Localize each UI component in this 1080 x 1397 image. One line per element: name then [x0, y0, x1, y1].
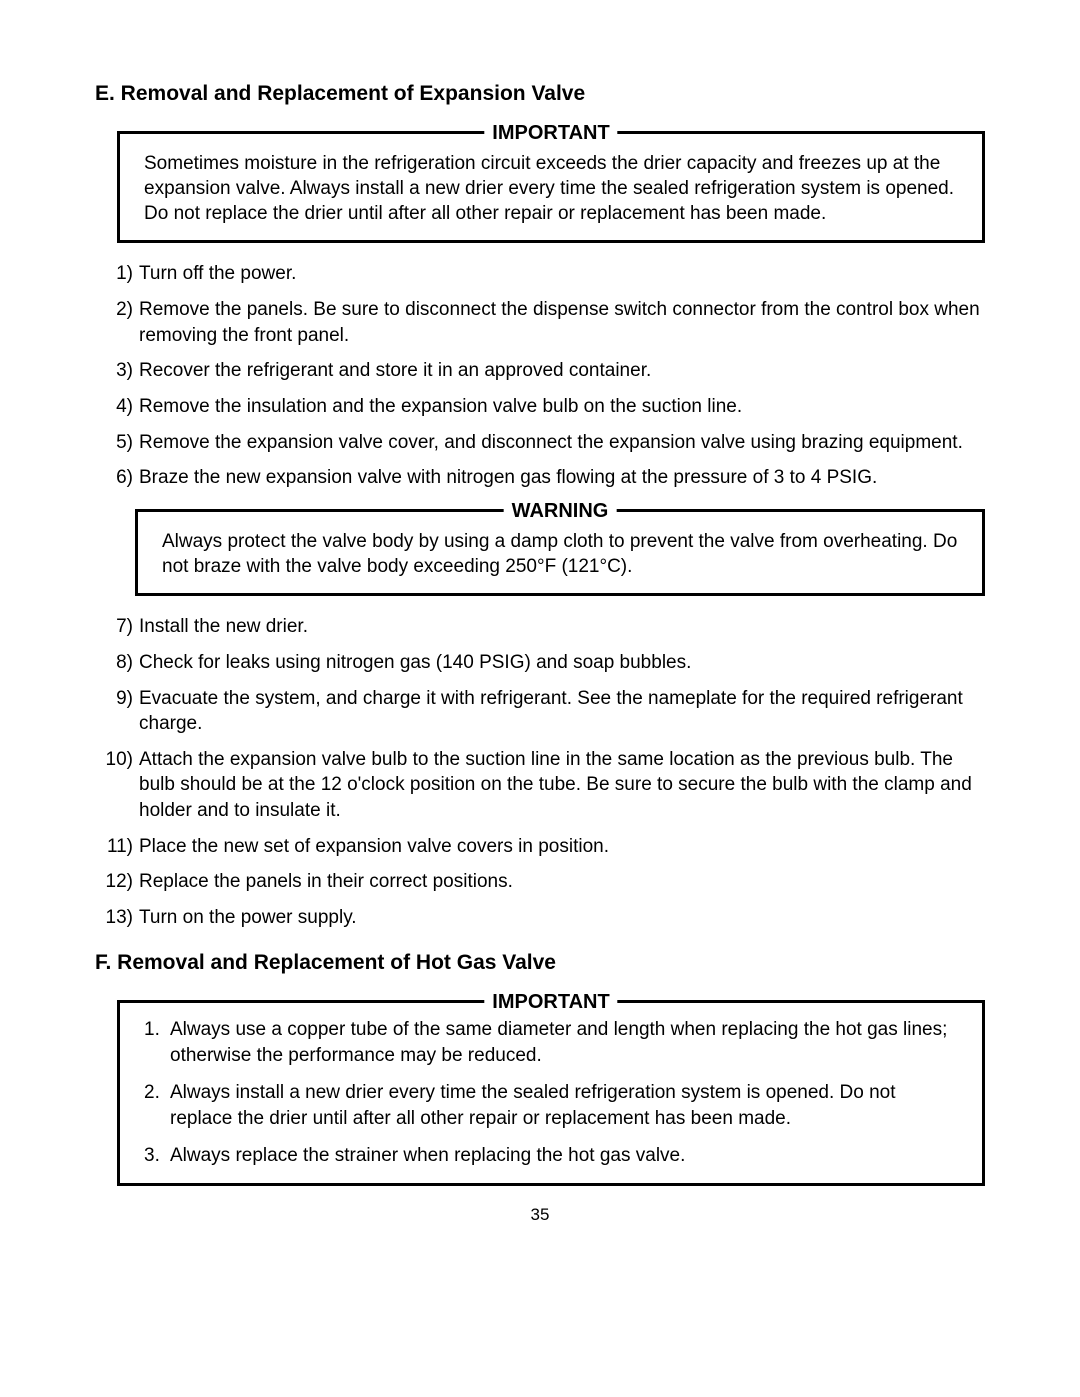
step-text: Check for leaks using nitrogen gas (140 …	[139, 650, 985, 676]
item-num: 2.	[144, 1080, 170, 1131]
step-num: 1)	[95, 261, 139, 287]
step-text: Remove the expansion valve cover, and di…	[139, 430, 985, 456]
step: 10)Attach the expansion valve bulb to th…	[95, 747, 985, 824]
step-num: 12)	[95, 869, 139, 895]
step-num: 13)	[95, 905, 139, 931]
step: 3)Recover the refrigerant and store it i…	[95, 358, 985, 384]
section-e-heading: E. Removal and Replacement of Expansion …	[95, 80, 985, 107]
important-box-e: IMPORTANT Sometimes moisture in the refr…	[117, 131, 985, 243]
step: 6)Braze the new expansion valve with nit…	[95, 465, 985, 491]
important-list: 1.Always use a copper tube of the same d…	[144, 1017, 958, 1169]
step-text: Place the new set of expansion valve cov…	[139, 834, 985, 860]
important-body: Sometimes moisture in the refrigeration …	[144, 152, 958, 226]
item-text: Always use a copper tube of the same dia…	[170, 1017, 958, 1068]
warning-body: Always protect the valve body by using a…	[162, 530, 958, 579]
step-text: Turn off the power.	[139, 261, 985, 287]
step-text: Install the new drier.	[139, 614, 985, 640]
warning-box: WARNING Always protect the valve body by…	[135, 509, 985, 596]
list-item: 3.Always replace the strainer when repla…	[144, 1143, 958, 1169]
item-num: 1.	[144, 1017, 170, 1068]
step-num: 4)	[95, 394, 139, 420]
step-text: Recover the refrigerant and store it in …	[139, 358, 985, 384]
step-text: Evacuate the system, and charge it with …	[139, 686, 985, 737]
step: 2)Remove the panels. Be sure to disconne…	[95, 297, 985, 348]
important-box-f: IMPORTANT 1.Always use a copper tube of …	[117, 1000, 985, 1186]
step-num: 7)	[95, 614, 139, 640]
step-text: Replace the panels in their correct posi…	[139, 869, 985, 895]
step-num: 2)	[95, 297, 139, 348]
warning-label: WARNING	[504, 498, 617, 524]
section-f-heading: F. Removal and Replacement of Hot Gas Va…	[95, 949, 985, 976]
step-text: Remove the insulation and the expansion …	[139, 394, 985, 420]
item-text: Always replace the strainer when replaci…	[170, 1143, 958, 1169]
step-text: Turn on the power supply.	[139, 905, 985, 931]
steps-group-1: 1)Turn off the power. 2)Remove the panel…	[95, 261, 985, 490]
step: 13)Turn on the power supply.	[95, 905, 985, 931]
item-num: 3.	[144, 1143, 170, 1169]
step: 4)Remove the insulation and the expansio…	[95, 394, 985, 420]
step-num: 5)	[95, 430, 139, 456]
step: 12)Replace the panels in their correct p…	[95, 869, 985, 895]
step: 11)Place the new set of expansion valve …	[95, 834, 985, 860]
step: 9)Evacuate the system, and charge it wit…	[95, 686, 985, 737]
list-item: 2.Always install a new drier every time …	[144, 1080, 958, 1131]
page-number: 35	[95, 1204, 985, 1226]
steps-group-2: 7)Install the new drier. 8)Check for lea…	[95, 614, 985, 930]
step: 5)Remove the expansion valve cover, and …	[95, 430, 985, 456]
step-num: 10)	[95, 747, 139, 824]
list-item: 1.Always use a copper tube of the same d…	[144, 1017, 958, 1068]
important-label: IMPORTANT	[484, 120, 617, 146]
step: 8)Check for leaks using nitrogen gas (14…	[95, 650, 985, 676]
important-label: IMPORTANT	[484, 989, 617, 1015]
step-num: 3)	[95, 358, 139, 384]
step-num: 11)	[95, 834, 139, 860]
step: 7)Install the new drier.	[95, 614, 985, 640]
step-num: 8)	[95, 650, 139, 676]
item-text: Always install a new drier every time th…	[170, 1080, 958, 1131]
step-num: 6)	[95, 465, 139, 491]
step: 1)Turn off the power.	[95, 261, 985, 287]
step-text: Remove the panels. Be sure to disconnect…	[139, 297, 985, 348]
step-text: Attach the expansion valve bulb to the s…	[139, 747, 985, 824]
step-text: Braze the new expansion valve with nitro…	[139, 465, 985, 491]
step-num: 9)	[95, 686, 139, 737]
